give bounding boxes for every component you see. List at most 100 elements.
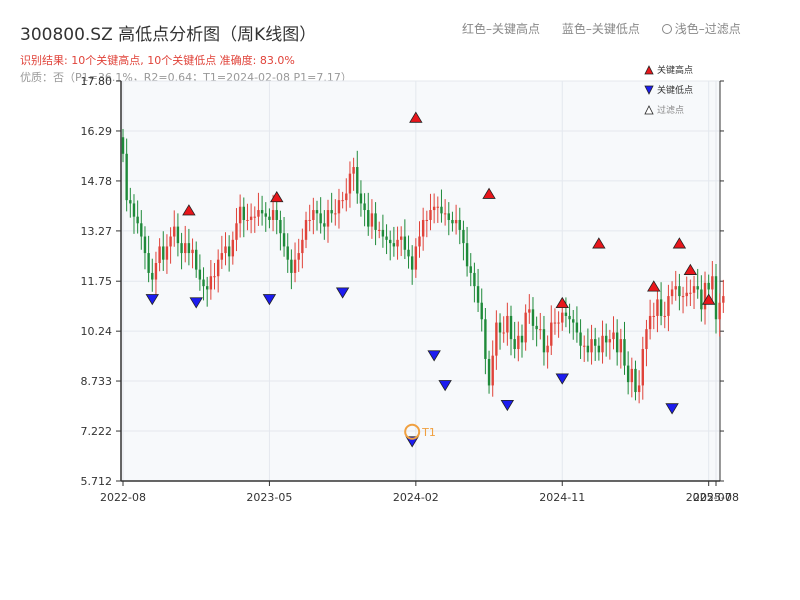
candle-body [524, 312, 527, 343]
candle-body [191, 249, 194, 254]
candle-body [213, 276, 216, 278]
candle-body [227, 246, 231, 257]
candle-body [421, 219, 425, 237]
candle-body [378, 229, 381, 231]
candle-body [125, 153, 128, 201]
candle-body [389, 239, 392, 244]
candle-body [184, 243, 187, 254]
candle-body [520, 335, 524, 343]
candle-body [579, 332, 582, 346]
candle-body [169, 236, 172, 247]
top-legend-blue: 蓝色–关键低点 [561, 22, 640, 36]
candle-body [443, 213, 447, 215]
x-tick-label: 2024-11 [539, 491, 585, 504]
y-tick-label: 16.29 [81, 125, 113, 138]
candle-body [308, 219, 311, 221]
candle-body [165, 246, 169, 260]
candle-body [132, 203, 136, 217]
candle-body [451, 219, 454, 224]
candle-body [513, 339, 516, 350]
candle-body [297, 253, 300, 260]
y-tick-label: 11.75 [81, 275, 113, 288]
candle-body [440, 206, 443, 214]
candle-body [385, 236, 388, 240]
candle-body [612, 332, 615, 340]
candle-body [246, 219, 249, 221]
y-tick-label: 13.27 [81, 225, 113, 238]
candle-body [154, 262, 158, 280]
candle-body [480, 302, 483, 320]
candle-body [363, 203, 366, 211]
top-legend-light: 浅色–过滤点 [661, 22, 741, 36]
candle-body [619, 339, 623, 353]
legend-filtered: 过滤点 [644, 104, 693, 124]
candle-body [634, 368, 637, 393]
candle-body [367, 210, 370, 227]
candle-body [645, 329, 648, 350]
candle-body [173, 226, 176, 237]
candle-body [495, 322, 498, 356]
candle-body [341, 200, 344, 202]
candle-body [162, 246, 165, 260]
key-high-marker [482, 187, 496, 199]
candle-body [509, 315, 513, 340]
candle-body [469, 266, 472, 273]
candle-body [121, 137, 125, 154]
candle-body [158, 246, 161, 263]
blue-down-triangle-icon [644, 85, 654, 95]
y-tick-label: 7.222 [81, 425, 113, 438]
candle-body [630, 368, 634, 383]
hollow-circle-icon [661, 24, 672, 34]
candle-body [205, 286, 209, 290]
chart-title: 300800.SZ 高低点分析图（周K线图） [20, 25, 317, 45]
key-high-marker [683, 263, 698, 275]
candle-body [337, 200, 341, 214]
top-legend-red: 红色–关键高点 [462, 22, 541, 36]
candle-body [539, 329, 542, 331]
key-high-marker [672, 237, 687, 249]
candle-body [290, 259, 293, 273]
candle-body [151, 272, 154, 280]
candle-body [703, 282, 707, 310]
candle-body [429, 210, 432, 220]
key-low-marker [405, 436, 419, 448]
candle-body [304, 219, 308, 240]
candle-body [209, 276, 213, 290]
candle-body [235, 223, 238, 240]
x-tick-label: 2023-05 [246, 491, 292, 504]
candle-body [432, 206, 436, 211]
candle-body [352, 167, 355, 174]
candle-body [242, 206, 245, 220]
key-low-marker [262, 294, 277, 306]
candle-body [575, 322, 579, 333]
candle-body [685, 292, 688, 297]
candle-body [473, 272, 476, 287]
candle-body [476, 286, 480, 303]
y-tick-label: 14.78 [81, 175, 113, 188]
candle-body [667, 296, 670, 316]
candle-body [623, 339, 626, 366]
candle-body [268, 216, 271, 220]
key-low-marker [500, 399, 515, 412]
candle-body [403, 236, 407, 250]
candle-body [410, 256, 414, 270]
candle-body [670, 289, 674, 297]
candle-body [323, 223, 326, 227]
candle-body [202, 279, 205, 287]
candle-body [301, 239, 304, 254]
candle-body [561, 312, 564, 323]
candle-body [462, 229, 465, 244]
candle-body [136, 216, 139, 224]
candle-body [689, 292, 692, 294]
candle-body [637, 385, 641, 393]
key-low-marker [145, 294, 159, 306]
candle-body [586, 345, 590, 353]
candle-body [345, 193, 348, 201]
candle-body [572, 319, 575, 323]
candle-body [436, 206, 440, 208]
top-legend: 红色–关键高点 蓝色–关键低点 浅色–过滤点 [462, 20, 759, 37]
candle-body [407, 249, 410, 257]
x-tick-label: 2025-07 [686, 491, 732, 504]
candle-body [275, 210, 278, 220]
candle-body [663, 315, 666, 317]
